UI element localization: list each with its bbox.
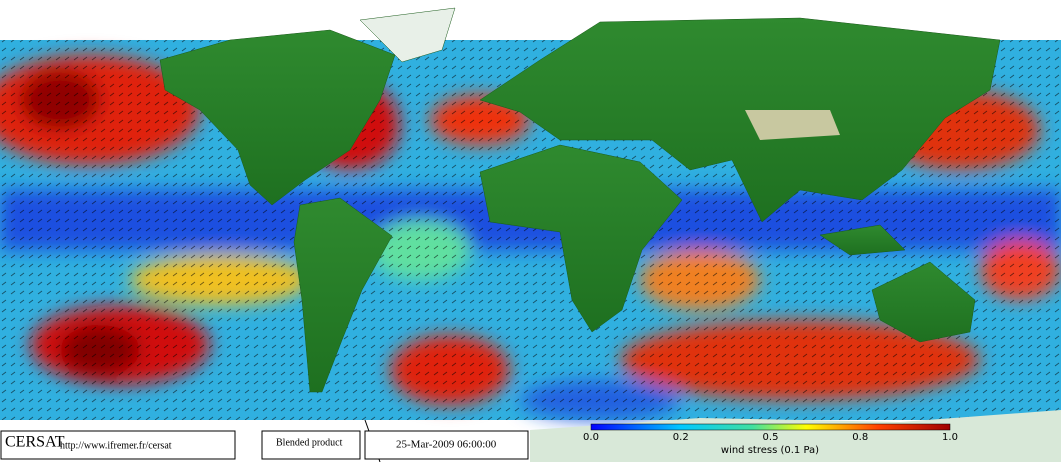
colorbar xyxy=(590,423,951,431)
australia xyxy=(871,261,976,343)
north-america xyxy=(159,29,396,206)
logo: CERSAT xyxy=(5,434,65,451)
url: http://www.ifremer.fr/cersat xyxy=(60,440,172,451)
colorbar-tick-label: 0.8 xyxy=(852,432,868,443)
eurasia xyxy=(479,17,1001,223)
product-box xyxy=(261,430,361,460)
colorbar-label: wind stress (0.1 Pa) xyxy=(721,445,819,456)
continents xyxy=(159,7,1061,462)
africa xyxy=(479,144,683,333)
indonesia xyxy=(819,224,906,256)
antarctica xyxy=(530,410,1061,462)
colorbar-ticks: 0.0 0.2 0.5 0.8 1.0 xyxy=(583,432,958,443)
product: Blended product xyxy=(276,437,343,448)
logo-box xyxy=(0,430,236,460)
south-america xyxy=(293,197,393,393)
tibet xyxy=(745,110,840,140)
colorbar-tick-label: 0.5 xyxy=(763,432,779,443)
date-box xyxy=(364,430,529,460)
footer: CERSAT http://www.ifremer.fr/cersat Blen… xyxy=(0,419,958,463)
greenland xyxy=(359,7,456,63)
colorbar-tick-label: 0.0 xyxy=(583,432,599,443)
colorbar-tick-label: 1.0 xyxy=(942,432,958,443)
datetime: 25-Mar-2009 06:00:00 xyxy=(396,439,497,451)
colorbar-tick-label: 0.2 xyxy=(673,432,689,443)
